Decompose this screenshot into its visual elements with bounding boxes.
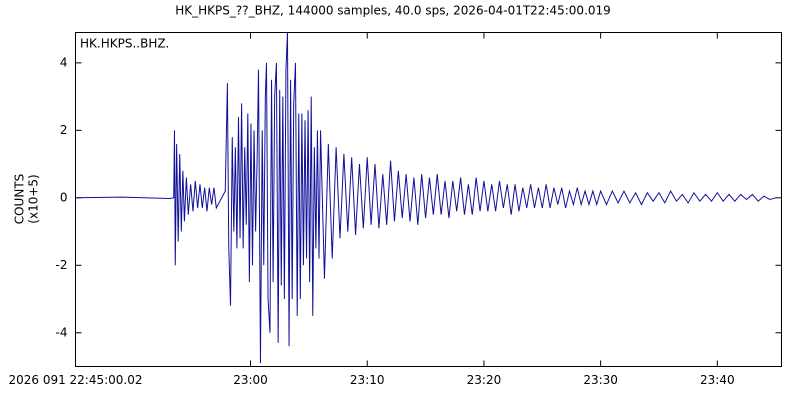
x-tick-label: 2026 091 22:45:00.02 — [8, 373, 142, 387]
y-tick-label: 0 — [60, 190, 68, 204]
y-axis-label: COUNTS — [13, 174, 27, 225]
x-tick-label: 23:40 — [700, 373, 735, 387]
y-tick-label: 4 — [60, 55, 68, 69]
x-tick-label: 23:00 — [233, 373, 268, 387]
waveform — [75, 32, 776, 364]
chart-title: HK_HKPS_??_BHZ, 144000 samples, 40.0 sps… — [175, 4, 611, 18]
y-tick-label: -4 — [56, 325, 68, 339]
station-label: HK.HKPS..BHZ. — [80, 37, 169, 51]
x-tick-label: 23:30 — [583, 373, 618, 387]
y-tick-label: 2 — [60, 123, 68, 137]
y-tick-label: -2 — [56, 258, 68, 272]
x-tick-label: 23:10 — [350, 373, 385, 387]
y-axis-label: (x10+5) — [27, 174, 41, 223]
plot-frame — [75, 32, 782, 367]
x-tick-label: 23:20 — [467, 373, 502, 387]
